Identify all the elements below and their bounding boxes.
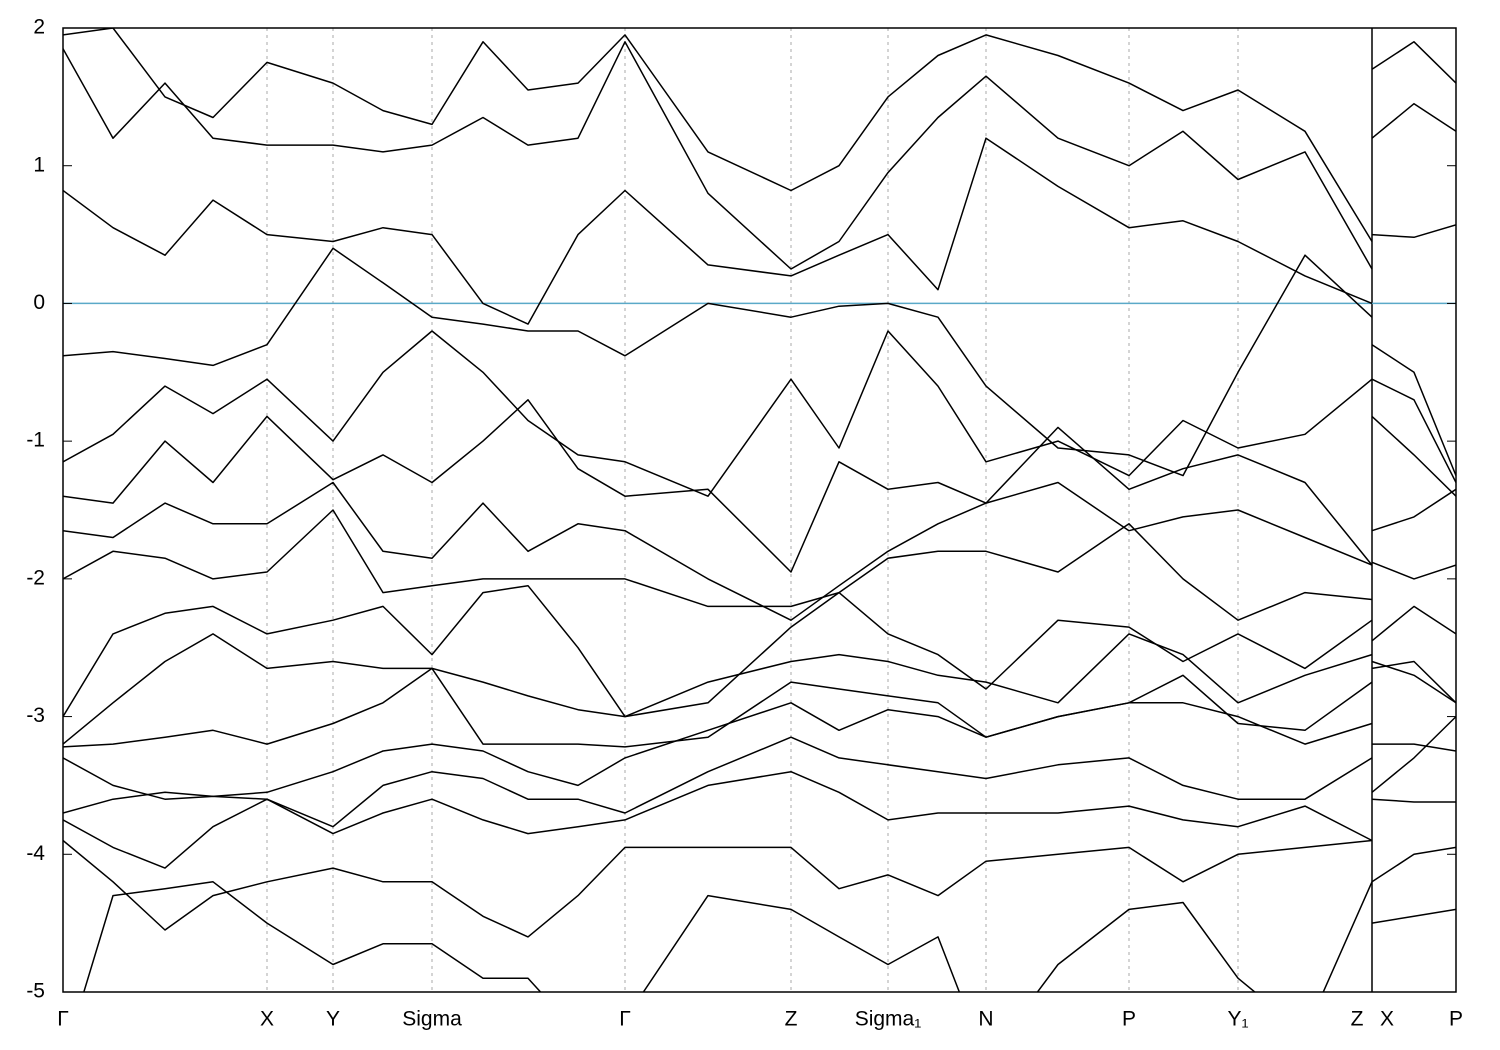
band-line <box>1371 488 1456 532</box>
band-line <box>1371 102 1456 139</box>
band-line <box>63 41 1373 270</box>
band-line <box>63 481 1373 621</box>
band-line <box>63 584 1373 718</box>
band-line <box>1371 660 1456 704</box>
band-line <box>63 137 1373 325</box>
band-line <box>1371 798 1456 803</box>
band-line <box>63 399 1373 573</box>
y-tick-label: -1 <box>26 429 45 452</box>
x-tick-label: Y <box>326 1008 340 1031</box>
x-tick-label: N <box>978 1008 993 1031</box>
band-line <box>1371 605 1456 642</box>
x-tick-label: Z <box>1351 1008 1364 1031</box>
y-tick-label: -4 <box>26 842 45 865</box>
x-tick-label: Sigma₁ <box>855 1008 922 1031</box>
band-line <box>63 28 1373 242</box>
y-tick-label: -2 <box>26 566 45 589</box>
y-tick-label: 1 <box>33 153 45 176</box>
band-line <box>1371 344 1456 476</box>
band-line <box>63 736 1373 828</box>
band-line <box>1371 41 1456 84</box>
x-tick-label: X <box>260 1008 274 1031</box>
band-line <box>63 509 1373 621</box>
band-line <box>63 839 1373 938</box>
y-tick-label: -3 <box>26 704 45 727</box>
band-line <box>1371 908 1456 924</box>
band-line <box>63 633 1373 745</box>
x-tick-label: Sigma <box>402 1008 462 1031</box>
band-line <box>1371 378 1456 483</box>
y-tick-label: -5 <box>26 980 45 1003</box>
x-tick-label: X <box>1380 1008 1394 1031</box>
band-line <box>1371 415 1456 497</box>
y-tick-label: 0 <box>33 291 45 314</box>
band-line <box>1371 846 1456 883</box>
band-line <box>63 702 1373 800</box>
band-line <box>1371 224 1456 239</box>
band-line <box>63 330 1373 497</box>
band-line <box>1372 743 1456 752</box>
x-tick-label: Γ <box>619 1008 631 1031</box>
band-line <box>63 247 1373 477</box>
band-line <box>83 881 1373 992</box>
x-tick-label: Y₁ <box>1227 1008 1248 1031</box>
band-line <box>63 667 1373 748</box>
x-tick-label: P <box>1122 1008 1136 1031</box>
x-tick-label: Γ <box>57 1008 69 1031</box>
band-line <box>1371 660 1456 704</box>
x-tick-label: P <box>1449 1008 1463 1031</box>
y-tick-label: 2 <box>33 16 45 39</box>
plot-frame <box>62 27 1457 993</box>
x-tick-label: Z <box>785 1008 798 1031</box>
band-line <box>63 770 1373 869</box>
band-line <box>1371 561 1456 580</box>
band-line <box>1371 716 1456 793</box>
bands <box>63 28 1456 992</box>
